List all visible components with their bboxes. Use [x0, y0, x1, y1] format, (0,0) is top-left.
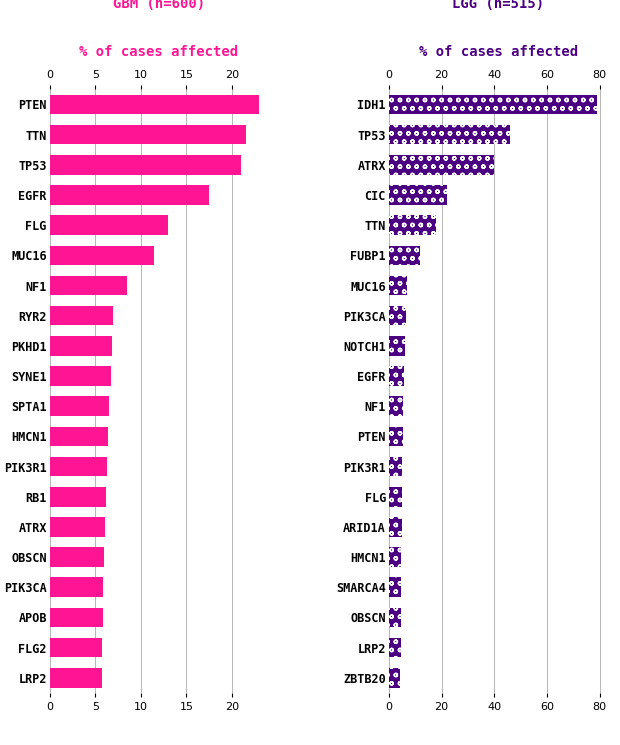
- Bar: [50, 548, 104, 567]
- Bar: [50, 668, 102, 688]
- Bar: [389, 487, 402, 507]
- Bar: [389, 548, 401, 567]
- Bar: [389, 457, 402, 476]
- Bar: [389, 668, 401, 688]
- Text: % of cases affected: % of cases affected: [418, 45, 578, 60]
- Bar: [389, 608, 401, 627]
- Bar: [389, 336, 405, 355]
- Bar: [50, 487, 106, 507]
- Bar: [389, 638, 401, 657]
- Bar: [50, 608, 103, 627]
- Bar: [389, 396, 403, 416]
- Bar: [389, 125, 510, 145]
- Bar: [389, 246, 420, 265]
- Bar: [389, 276, 407, 295]
- Text: LGG (n=515): LGG (n=515): [452, 0, 544, 11]
- Bar: [389, 276, 407, 295]
- Bar: [389, 186, 447, 205]
- Bar: [50, 367, 111, 386]
- Bar: [50, 638, 102, 657]
- Bar: [389, 577, 401, 597]
- Bar: [50, 336, 112, 355]
- Bar: [50, 215, 168, 235]
- Bar: [389, 638, 401, 657]
- Bar: [389, 457, 402, 476]
- Bar: [389, 95, 597, 114]
- Bar: [50, 186, 209, 205]
- Bar: [389, 396, 403, 416]
- Bar: [389, 548, 401, 567]
- Bar: [50, 457, 107, 476]
- Bar: [50, 125, 246, 145]
- Bar: [389, 517, 402, 536]
- Bar: [50, 276, 127, 295]
- Bar: [389, 215, 436, 235]
- Bar: [389, 125, 510, 145]
- Bar: [389, 367, 404, 386]
- Bar: [389, 427, 403, 446]
- Bar: [389, 306, 406, 326]
- Bar: [389, 215, 436, 235]
- Bar: [389, 608, 401, 627]
- Bar: [389, 95, 597, 114]
- Text: GBM (n=600): GBM (n=600): [113, 0, 205, 11]
- Bar: [389, 487, 402, 507]
- Bar: [50, 95, 259, 114]
- Bar: [389, 246, 420, 265]
- Bar: [389, 668, 401, 688]
- Bar: [389, 306, 406, 326]
- Bar: [389, 336, 405, 355]
- Bar: [50, 396, 109, 416]
- Bar: [389, 186, 447, 205]
- Bar: [50, 577, 104, 597]
- Bar: [389, 427, 403, 446]
- Bar: [50, 246, 154, 265]
- Bar: [389, 517, 402, 536]
- Bar: [389, 577, 401, 597]
- Bar: [389, 155, 494, 174]
- Bar: [50, 517, 105, 536]
- Bar: [50, 155, 241, 174]
- Bar: [50, 427, 108, 446]
- Text: % of cases affected: % of cases affected: [79, 45, 239, 60]
- Bar: [389, 367, 404, 386]
- Bar: [389, 155, 494, 174]
- Bar: [50, 306, 113, 326]
